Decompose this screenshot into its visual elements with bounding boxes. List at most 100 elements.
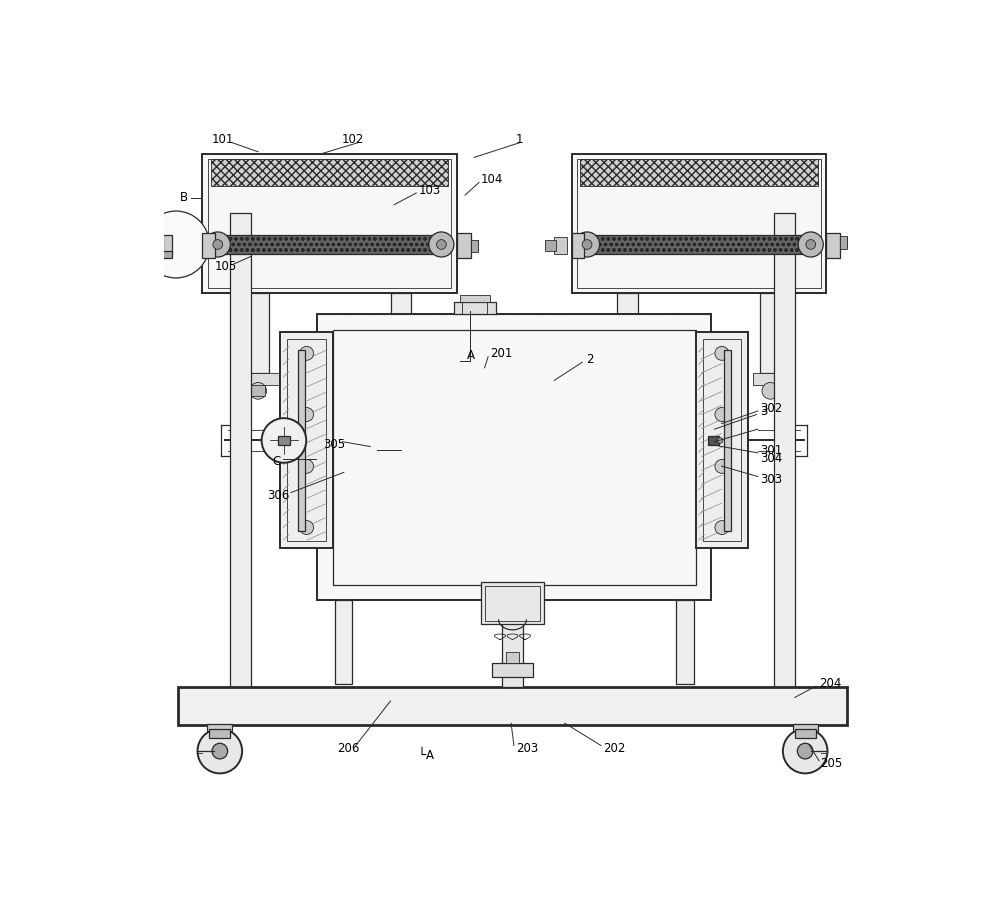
Circle shape (212, 743, 228, 759)
Bar (208, 159, 451, 288)
Text: C: C (272, 455, 280, 469)
Bar (506, 653, 519, 662)
Text: 301: 301 (760, 443, 782, 456)
Bar (485, 586, 540, 621)
Circle shape (715, 407, 729, 422)
Circle shape (783, 729, 827, 774)
Circle shape (198, 729, 242, 774)
Circle shape (262, 418, 306, 462)
Bar (454, 301, 496, 314)
Bar (502, 614, 523, 687)
Bar (278, 436, 290, 444)
Bar (211, 159, 448, 186)
Bar (708, 435, 719, 445)
Bar (251, 386, 265, 396)
Bar (207, 724, 232, 731)
Bar (202, 154, 457, 293)
Bar (163, 235, 172, 252)
Bar (554, 237, 567, 254)
Bar (248, 293, 269, 374)
Circle shape (300, 460, 314, 473)
Bar (793, 724, 818, 731)
Bar (178, 687, 847, 725)
Bar (481, 583, 544, 624)
Bar (202, 233, 215, 258)
Bar (545, 241, 556, 251)
Circle shape (797, 743, 813, 759)
Bar (280, 332, 333, 548)
Circle shape (715, 460, 729, 473)
Bar (580, 159, 818, 186)
Text: B: B (179, 191, 188, 205)
Text: 2: 2 (586, 353, 593, 366)
Bar (572, 233, 584, 258)
Circle shape (717, 438, 723, 443)
Bar (317, 314, 711, 600)
Circle shape (715, 520, 729, 535)
Bar (457, 233, 471, 258)
Text: 105: 105 (214, 261, 236, 273)
Text: 101: 101 (211, 133, 234, 147)
Circle shape (715, 347, 729, 360)
Bar (607, 373, 648, 386)
Bar (753, 373, 788, 386)
Text: 305: 305 (323, 438, 345, 451)
Bar (391, 293, 411, 374)
Bar (335, 600, 352, 683)
Bar (492, 662, 533, 677)
Text: └: └ (417, 748, 425, 762)
Text: 1: 1 (516, 133, 523, 147)
Circle shape (437, 240, 446, 250)
Bar (580, 234, 818, 254)
Bar (155, 252, 172, 259)
Bar (384, 373, 418, 386)
Text: 203: 203 (516, 742, 538, 755)
Text: 206: 206 (337, 742, 359, 755)
Bar (795, 729, 816, 738)
Bar (460, 295, 490, 301)
Bar (471, 240, 478, 252)
Bar (840, 236, 847, 249)
Bar (621, 386, 634, 396)
Circle shape (762, 383, 779, 399)
Circle shape (582, 240, 592, 250)
Bar (577, 159, 821, 288)
Bar (211, 234, 448, 254)
Text: 201: 201 (490, 348, 513, 360)
Text: 306: 306 (267, 489, 289, 502)
Circle shape (300, 520, 314, 535)
Text: 102: 102 (342, 133, 364, 147)
Bar (696, 332, 748, 548)
Text: 202: 202 (603, 742, 625, 755)
Bar (237, 373, 279, 386)
Circle shape (142, 211, 209, 278)
Bar (676, 600, 694, 683)
Bar (287, 339, 326, 541)
Circle shape (798, 232, 823, 257)
Bar (333, 329, 696, 585)
Text: 204: 204 (819, 677, 841, 690)
Circle shape (300, 347, 314, 360)
Bar (703, 339, 741, 541)
Bar (572, 154, 826, 293)
Bar (760, 293, 781, 374)
Bar (230, 214, 251, 687)
Text: A: A (426, 748, 434, 762)
Bar (724, 350, 731, 531)
Circle shape (429, 232, 454, 257)
Circle shape (213, 240, 223, 250)
Text: 303: 303 (760, 472, 782, 486)
Circle shape (300, 407, 314, 422)
Text: 3: 3 (760, 405, 767, 418)
Bar (774, 214, 795, 687)
Circle shape (205, 232, 230, 257)
Circle shape (575, 232, 600, 257)
Circle shape (250, 383, 267, 399)
Text: 205: 205 (821, 757, 843, 770)
Bar (209, 729, 230, 738)
Circle shape (806, 240, 816, 250)
Text: A: A (467, 349, 475, 363)
Circle shape (619, 383, 636, 399)
Text: 302: 302 (760, 402, 782, 414)
Text: 103: 103 (418, 184, 441, 196)
